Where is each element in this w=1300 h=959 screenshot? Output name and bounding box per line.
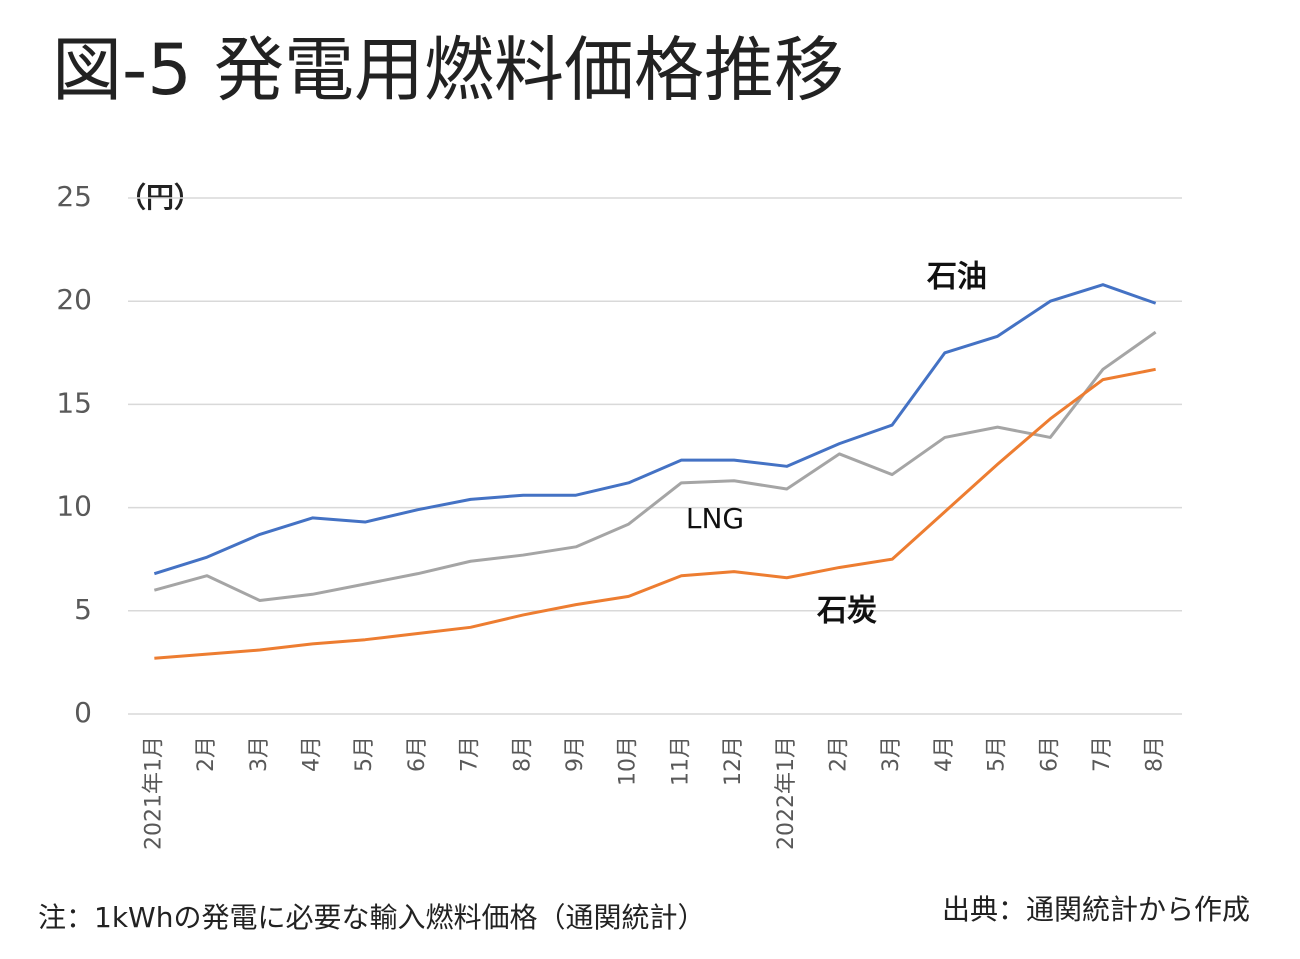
x-tick-label: 3月 xyxy=(879,736,904,772)
line xyxy=(153,283,1157,576)
x-tick-label: 6月 xyxy=(405,736,430,772)
x-tick-label: 2022年1月 xyxy=(774,736,799,850)
x-tick-label: 8月 xyxy=(510,736,535,772)
y-tick-label: 0 xyxy=(74,696,92,729)
chart-title: 図-5 発電用燃料価格推移 xyxy=(52,29,844,111)
line xyxy=(153,330,1157,602)
x-tick-label: 6月 xyxy=(1037,736,1062,772)
y-tick-label: 10 xyxy=(56,490,92,523)
x-tick-label: 2021年1月 xyxy=(141,736,166,850)
y-tick-label: 25 xyxy=(56,180,92,213)
series-label: LNG xyxy=(686,502,744,535)
series-label: 石炭 xyxy=(816,594,877,629)
line xyxy=(154,367,1156,660)
x-tick-label: 7月 xyxy=(458,736,483,772)
x-tick-label: 11月 xyxy=(668,736,693,786)
x-tick-label: 2月 xyxy=(826,736,851,772)
x-tick-label: 3月 xyxy=(247,736,272,772)
y-tick-label: 15 xyxy=(56,386,92,419)
y-tick-label: 5 xyxy=(74,593,92,626)
x-tick-label: 12月 xyxy=(721,736,746,786)
x-tick-label: 9月 xyxy=(563,736,588,772)
note: 注：1kWhの発電に必要な輸入燃料価格（通関統計） xyxy=(38,901,705,934)
x-tick-label: 4月 xyxy=(932,736,957,772)
y-tick-label: 20 xyxy=(56,283,92,316)
x-tick-label: 5月 xyxy=(352,736,377,772)
x-tick-label: 5月 xyxy=(985,736,1010,772)
x-tick-label: 4月 xyxy=(299,736,324,772)
source: 出典：通関統計から作成 xyxy=(942,893,1250,926)
x-tick-label: 7月 xyxy=(1090,736,1115,772)
x-tick-label: 8月 xyxy=(1143,736,1168,772)
series-label: 石油 xyxy=(926,260,987,295)
x-tick-label: 10月 xyxy=(616,736,641,786)
x-tick-label: 2月 xyxy=(194,736,219,772)
